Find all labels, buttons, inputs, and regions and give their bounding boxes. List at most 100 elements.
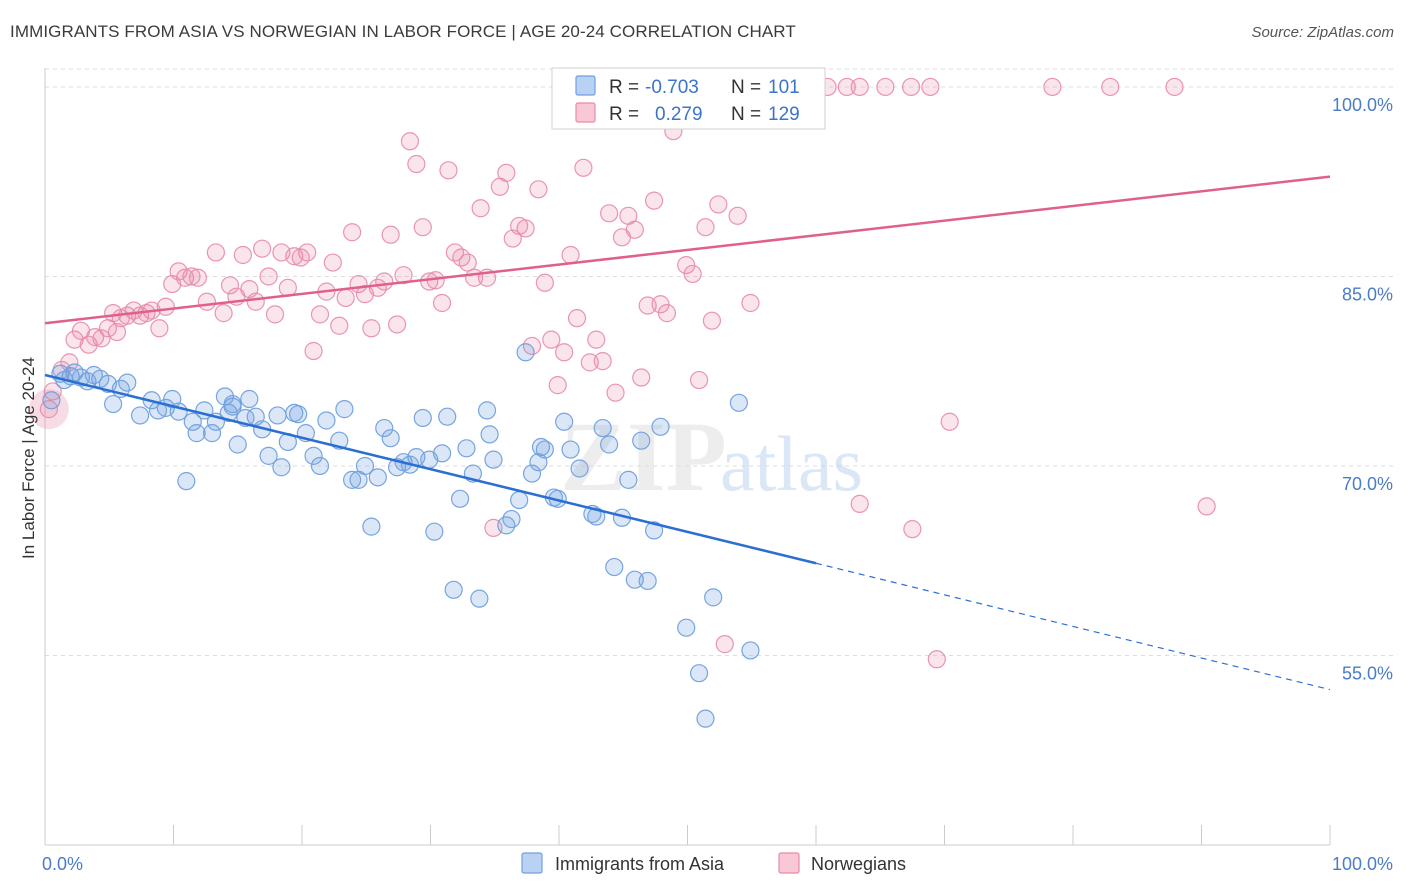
- asia-point-80: [561, 440, 580, 459]
- legend-swatch-asia: [575, 75, 596, 96]
- gridlines: [45, 68, 1395, 656]
- y-tick-label-70: 70.0%: [1342, 474, 1393, 494]
- legend-swatch-norwegians: [575, 102, 596, 123]
- norwegians-point-57: [407, 154, 426, 174]
- norwegians-point-77: [535, 273, 554, 292]
- asia-point-92: [644, 521, 664, 540]
- asia-point-63: [457, 439, 476, 458]
- norwegians-trendline: [44, 175, 1331, 325]
- asia-trendline-extension: [815, 562, 1331, 691]
- norwegians-point-42: [310, 305, 330, 324]
- norwegians-point-100: [689, 370, 709, 390]
- y-axis-title: In Labor Force | Age 20-24: [19, 357, 38, 559]
- asia-point-41: [310, 456, 330, 476]
- norwegians-point-102: [702, 311, 722, 330]
- norwegians-point-25: [197, 292, 217, 311]
- norwegians-point-41: [304, 341, 323, 361]
- norwegians-point-122: [927, 650, 946, 669]
- norwegians-point-8: [92, 329, 111, 348]
- norwegians-point-55: [394, 266, 413, 285]
- norwegians-point-104: [715, 635, 734, 654]
- norwegians-point-50: [362, 319, 381, 338]
- asia-point-62: [450, 489, 470, 508]
- asia-point-93: [651, 417, 670, 436]
- norwegians-point-81: [561, 245, 580, 265]
- watermark-zip: ZIP: [560, 401, 727, 512]
- chart-source: Source: ZipAtlas.com: [1251, 24, 1394, 41]
- asia-point-0: [42, 391, 61, 410]
- norwegians-point-121: [903, 520, 922, 539]
- norwegians-point-23: [182, 267, 201, 286]
- norwegians-point-47: [343, 223, 362, 242]
- bottom-legend-swatch-norwegians: [778, 852, 800, 874]
- asia-point-60: [438, 407, 457, 426]
- chart-title: IMMIGRANTS FROM ASIA VS NORWEGIAN IN LAB…: [10, 22, 796, 41]
- norwegians-point-7: [86, 328, 105, 347]
- norwegians-point-115: [901, 77, 921, 97]
- asia-point-38: [289, 405, 308, 424]
- norwegians-point-40: [298, 243, 317, 262]
- norwegians-point-105: [728, 206, 747, 225]
- norwegians-point-32: [246, 292, 265, 311]
- norwegians-point-27: [214, 304, 233, 323]
- asia-point-58: [425, 522, 444, 541]
- asia-point-71: [510, 490, 529, 510]
- asia-point-76: [535, 440, 554, 459]
- y-tick-labels: 55.0% 70.0% 85.0% 100.0%: [1332, 95, 1393, 684]
- norwegians-point-120: [850, 494, 869, 513]
- bottom-legend-swatch-asia: [521, 852, 543, 874]
- axes: [44, 68, 1331, 846]
- norwegians-point-94: [644, 191, 664, 210]
- norwegians-point-114: [876, 77, 895, 97]
- watermark-atlas: atlas: [720, 420, 863, 507]
- norwegians-point-74: [516, 219, 535, 238]
- asia-point-91: [638, 571, 657, 591]
- norwegians-point-103: [709, 195, 728, 214]
- norwegians-point-78: [542, 330, 561, 349]
- asia-point-68: [484, 450, 503, 469]
- asia-point-95: [689, 664, 709, 683]
- asia-point-11: [104, 394, 123, 414]
- asia-point-73: [522, 464, 542, 483]
- asia-point-90: [632, 431, 651, 450]
- norwegians-point-22: [175, 268, 195, 287]
- norwegians-point-53: [381, 225, 400, 244]
- asia-point-97: [704, 588, 723, 607]
- norwegians-point-96: [657, 304, 677, 323]
- norwegians-point-30: [233, 245, 252, 265]
- asia-point-66: [477, 401, 497, 420]
- norwegians-point-87: [600, 204, 619, 223]
- asia-point-56: [413, 408, 432, 428]
- norwegians-point-62: [439, 161, 458, 180]
- asia-point-96: [696, 709, 715, 728]
- legend-box: R = -0.703 N = 101 R = 0.279 N = 129: [551, 67, 826, 130]
- asia-point-42: [317, 411, 336, 430]
- norwegians-point-101: [696, 218, 715, 237]
- asia-point-67: [480, 425, 499, 444]
- y-tick-label-85: 85.0%: [1342, 284, 1393, 304]
- asia-point-23: [202, 424, 222, 443]
- norwegians-point-118: [1101, 77, 1120, 97]
- y-tick-label-100: 100.0%: [1332, 95, 1393, 115]
- norwegians-point-116: [921, 77, 940, 97]
- asia-point-33: [259, 446, 278, 465]
- asia-point-100: [223, 394, 242, 414]
- norwegians-point-124: [1197, 497, 1216, 516]
- legend-asia-n-label: N =: [731, 77, 761, 98]
- norwegians-point-61: [432, 293, 452, 313]
- asia-point-89: [625, 570, 644, 589]
- x-tick-label-max: 100.0%: [1332, 854, 1393, 874]
- norwegians-point-35: [265, 305, 285, 324]
- asia-point-28: [228, 435, 247, 454]
- asia-point-61: [444, 580, 463, 599]
- norwegians-point-45: [330, 316, 349, 335]
- norwegians-point-44: [323, 253, 342, 272]
- norwegians-point-76: [529, 180, 548, 199]
- norwegians-point-56: [400, 132, 420, 151]
- asia-point-94: [677, 618, 696, 637]
- asia-point-81: [570, 459, 589, 478]
- norwegians-point-24: [188, 268, 208, 287]
- norwegians-point-46: [336, 288, 355, 308]
- legend-norwegians-r-value: 0.279: [655, 104, 703, 125]
